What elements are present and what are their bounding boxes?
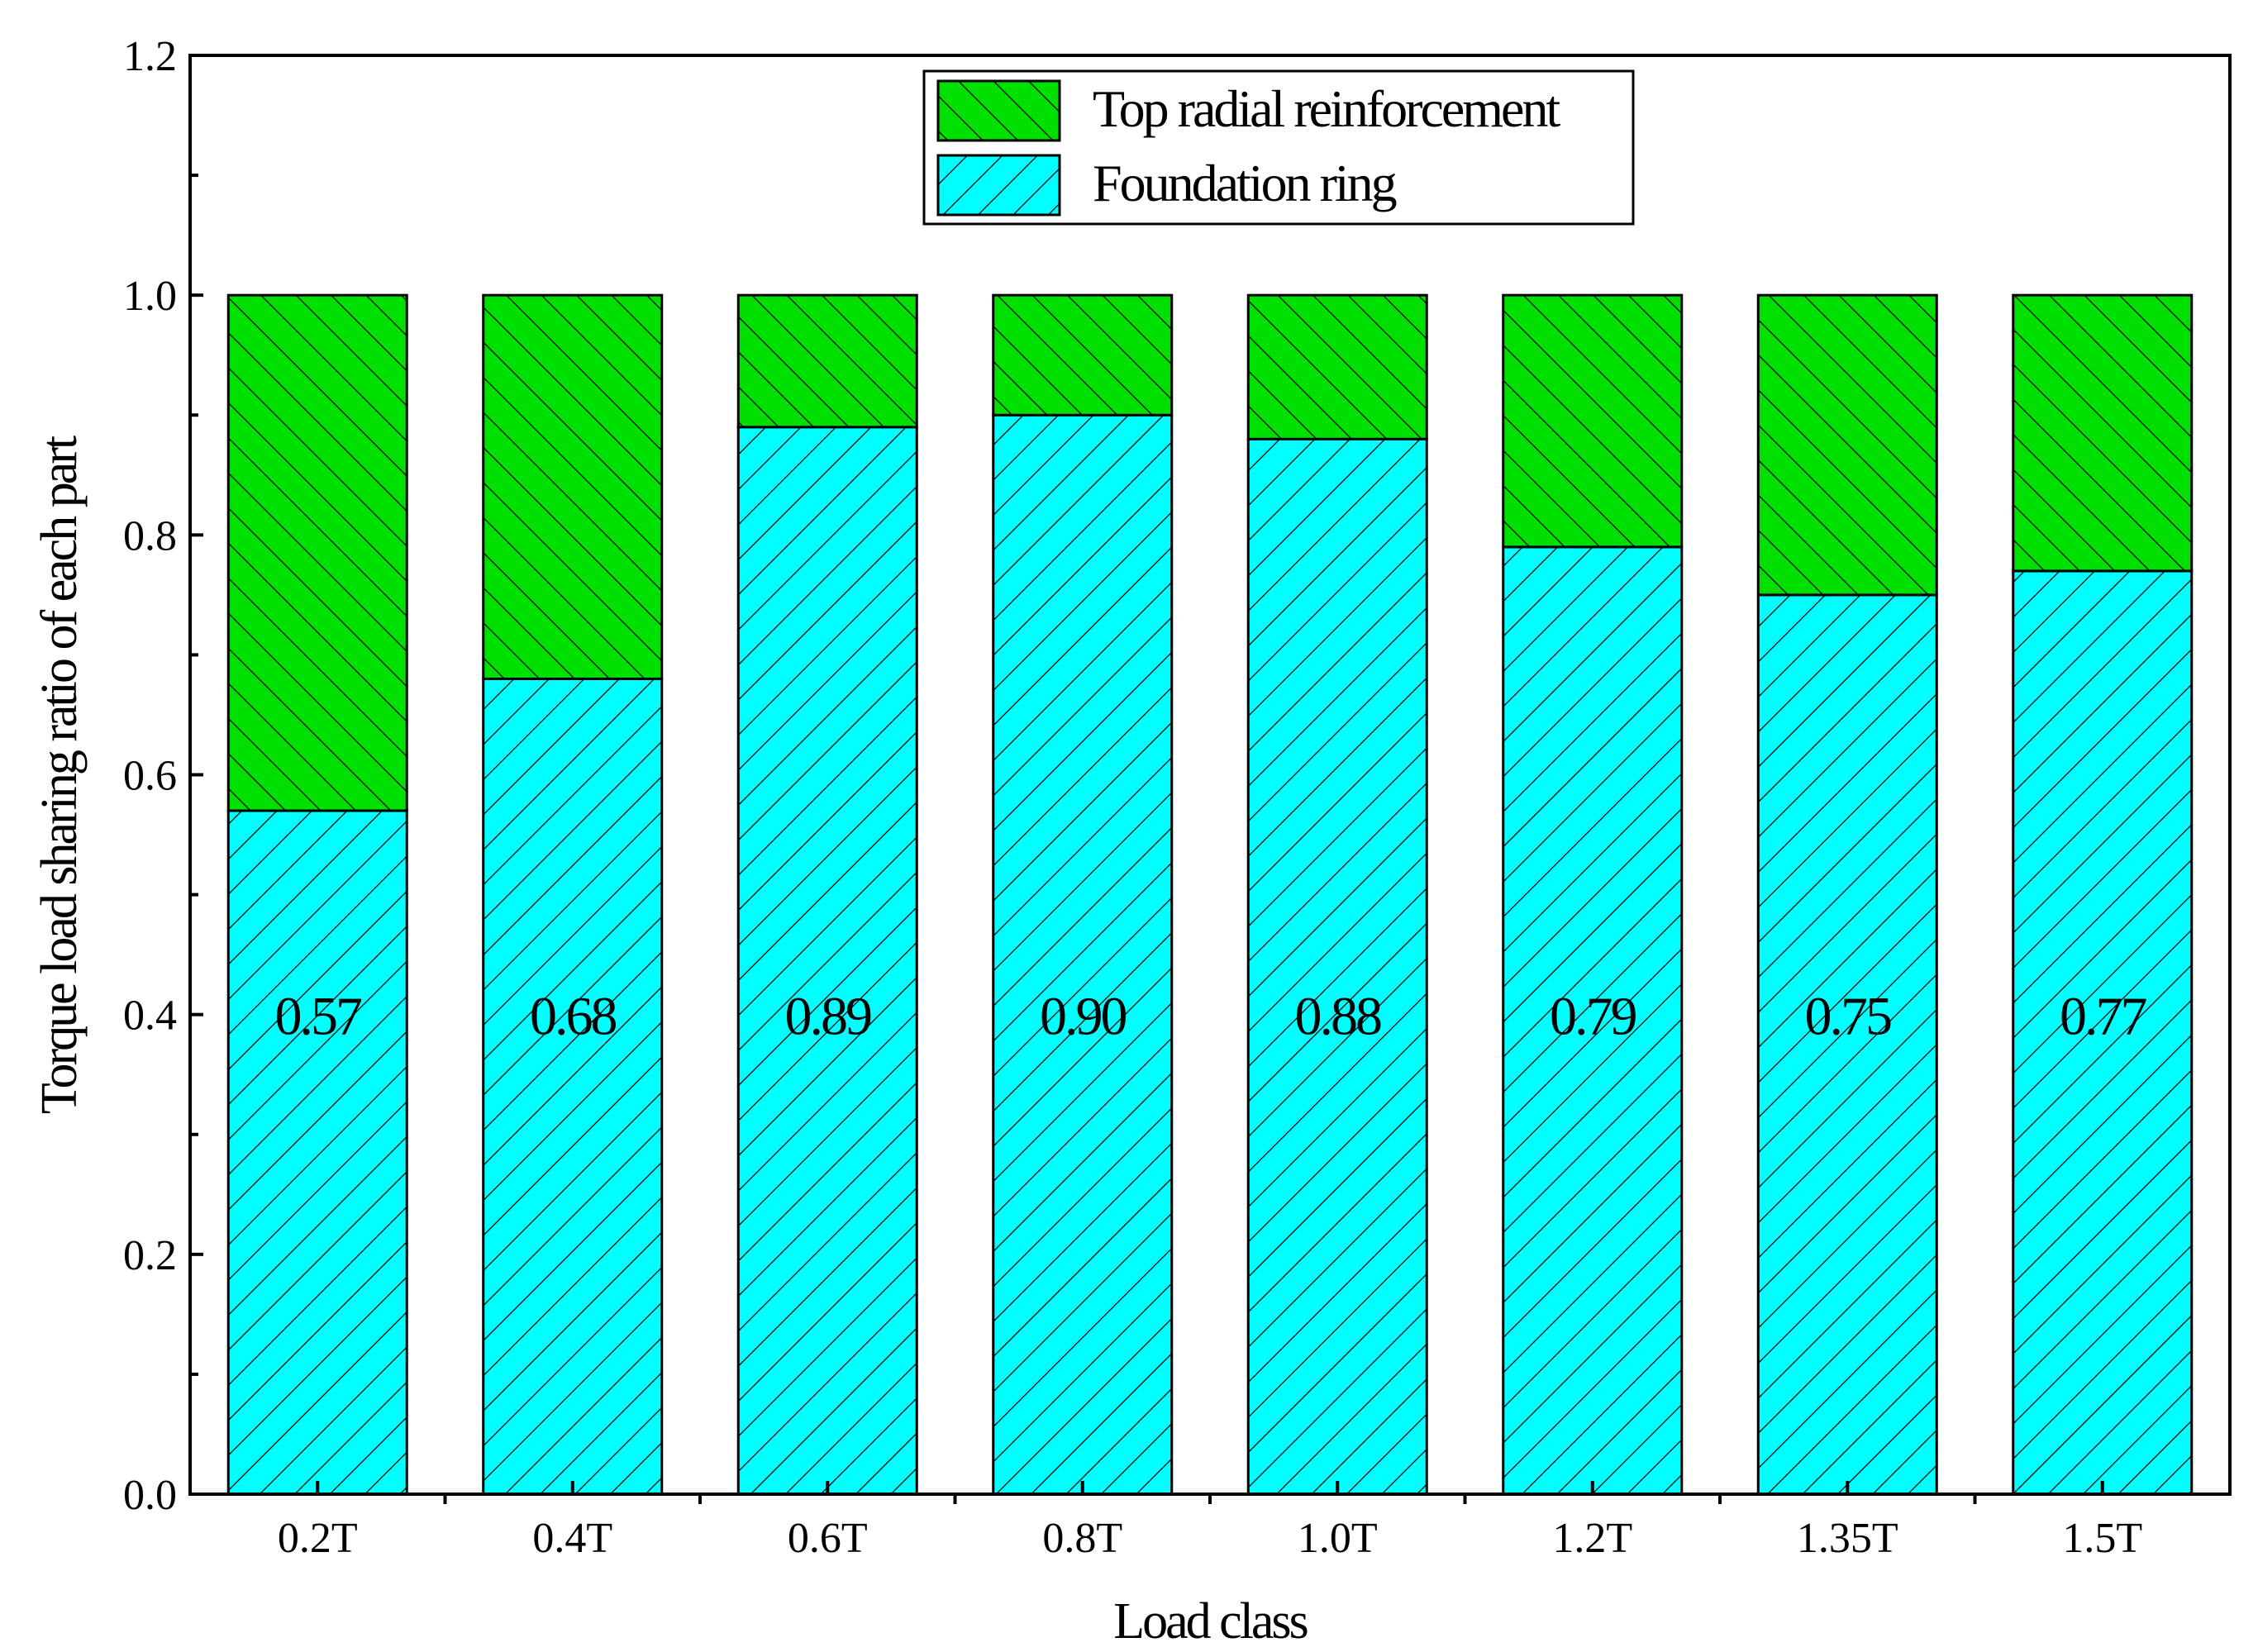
y-tick-label-0.0: 0.0 <box>123 1472 177 1519</box>
y-tick-label-1.0: 1.0 <box>123 273 177 320</box>
x-tick-label-0.6T: 0.6T <box>788 1515 868 1562</box>
data-label-0.6T: 0.89 <box>785 987 872 1047</box>
legend-label-foundation-ring: Foundation ring <box>1093 154 1397 212</box>
bar-top-radial-reinforcement-1.0T <box>1246 293 1428 440</box>
legend-swatch-foundation-ring <box>936 154 1061 217</box>
data-label-0.8T: 0.90 <box>1040 987 1127 1047</box>
legend-label-top-radial-reinforcement: Top radial reinforcement <box>1093 79 1560 138</box>
bar-foundation-ring-0.8T <box>992 413 1174 1496</box>
data-label-1.5T: 0.77 <box>2060 987 2147 1047</box>
data-labels-layer: 0.57 0.68 0.89 0.90 0.88 0.79 0.75 0.77 <box>275 987 2150 1047</box>
y-axis-label: Torque load sharing ratio of each part <box>31 436 88 1114</box>
legend-swatch-top-radial-reinforcement <box>936 79 1061 142</box>
bar-top-radial-reinforcement-0.2T <box>226 293 408 812</box>
x-tick-label-1.5T: 1.5T <box>2062 1515 2142 1562</box>
bar-top-radial-reinforcement-1.35T <box>1756 293 1938 597</box>
bar-top-radial-reinforcement-1.5T <box>2012 293 2194 573</box>
x-tick-label-1.0T: 1.0T <box>1298 1515 1378 1562</box>
bar-top-radial-reinforcement-0.4T <box>482 293 664 680</box>
x-tick-label-1.35T: 1.35T <box>1797 1515 1898 1562</box>
legend: Top radial reinforcement Foundation ring <box>922 69 1635 226</box>
x-tick-label-1.2T: 1.2T <box>1552 1515 1632 1562</box>
data-label-0.4T: 0.68 <box>530 987 617 1047</box>
bar-foundation-ring-1.0T <box>1246 437 1428 1496</box>
x-axis: 0.2T 0.4T 0.6T 0.8T 1.0T 1.2T 1.35T 1.5T <box>278 1481 2142 1562</box>
bar-top-radial-reinforcement-1.2T <box>1502 293 1684 549</box>
bar-foundation-ring-0.4T <box>482 677 664 1496</box>
bar-top-radial-reinforcement-0.8T <box>992 293 1174 417</box>
y-tick-label-0.6: 0.6 <box>123 753 177 800</box>
x-tick-label-0.4T: 0.4T <box>532 1515 612 1562</box>
bar-foundation-ring-0.6T <box>736 426 918 1496</box>
data-label-1.35T: 0.75 <box>1805 987 1892 1047</box>
y-tick-label-0.8: 0.8 <box>123 512 177 559</box>
x-tick-label-0.2T: 0.2T <box>278 1515 358 1562</box>
bars-layer <box>226 293 2194 1496</box>
y-tick-label-0.4: 0.4 <box>123 993 177 1040</box>
bar-foundation-ring-0.2T <box>226 809 408 1496</box>
y-axis: 0.0 0.2 0.4 0.6 0.8 1.0 1.2 <box>123 33 203 1519</box>
bar-top-radial-reinforcement-0.6T <box>736 293 918 429</box>
x-axis-label: Load class <box>1113 1593 1307 1648</box>
x-tick-label-0.8T: 0.8T <box>1042 1515 1122 1562</box>
bar-foundation-ring-1.2T <box>1502 545 1684 1496</box>
y-tick-label-1.2: 1.2 <box>123 33 177 80</box>
data-label-0.2T: 0.57 <box>275 987 363 1047</box>
data-label-1.0T: 0.88 <box>1295 987 1382 1047</box>
bar-foundation-ring-1.35T <box>1756 593 1938 1496</box>
y-tick-label-0.2: 0.2 <box>123 1232 177 1279</box>
data-label-1.2T: 0.79 <box>1550 987 1636 1047</box>
